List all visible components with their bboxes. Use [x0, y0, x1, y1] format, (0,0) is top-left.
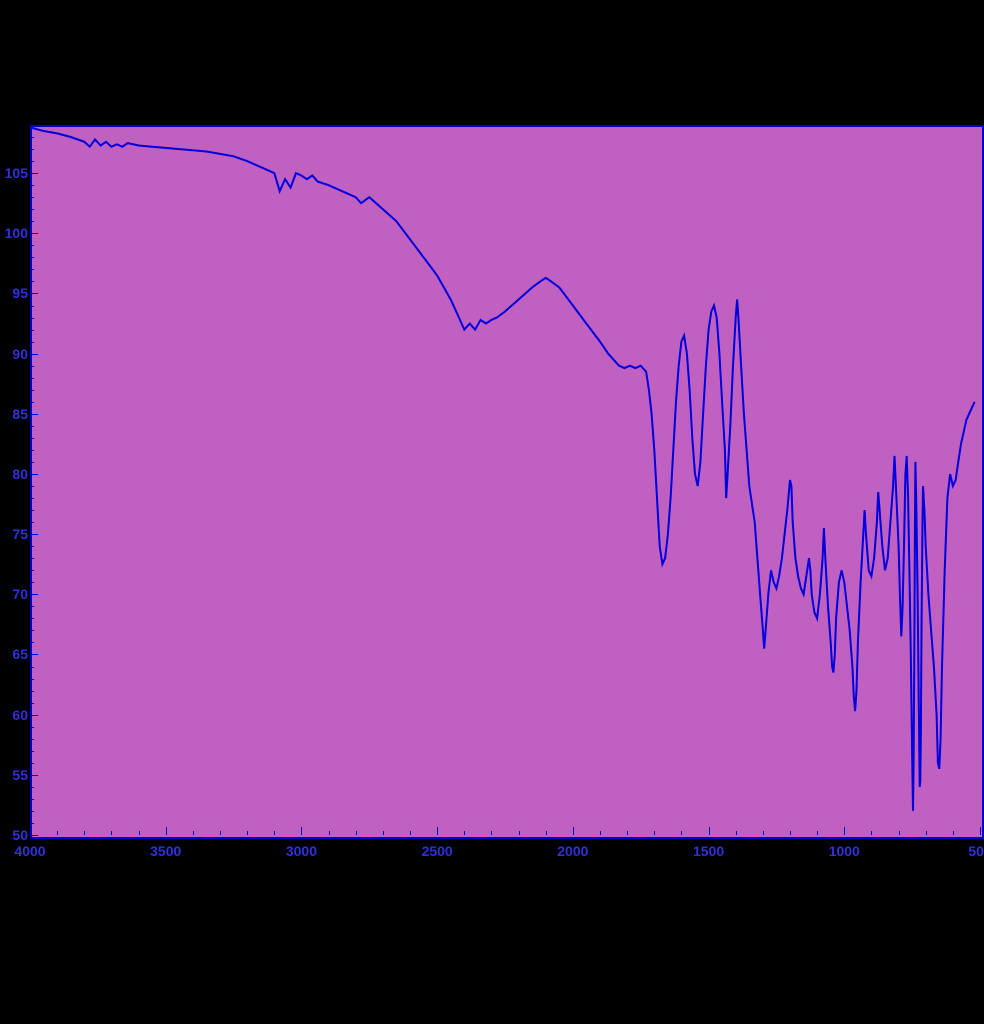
y-tick-label: 60 — [2, 707, 28, 723]
x-tick-label: 4000 — [5, 843, 55, 859]
y-tick-label: 75 — [2, 526, 28, 542]
x-tick-label: 500 — [955, 843, 984, 859]
x-tick-label: 1000 — [819, 843, 869, 859]
y-tick-label: 90 — [2, 346, 28, 362]
y-tick-label: 65 — [2, 646, 28, 662]
y-tick-label: 100 — [2, 225, 28, 241]
x-tick-label: 2500 — [412, 843, 462, 859]
y-tick-label: 50 — [2, 827, 28, 843]
y-tick-label: 55 — [2, 767, 28, 783]
x-tick-label: 1500 — [684, 843, 734, 859]
spectrum-line — [0, 125, 984, 865]
x-tick-label: 3500 — [141, 843, 191, 859]
y-tick-label: 80 — [2, 466, 28, 482]
ir-spectrum-chart: 50 55 60 65 70 75 80 85 90 95 100 105 4000 3500 3000 2… — [0, 125, 984, 865]
y-tick-label: 105 — [2, 165, 28, 181]
y-tick-label: 95 — [2, 285, 28, 301]
x-tick-label: 2000 — [548, 843, 598, 859]
y-tick-label: 70 — [2, 586, 28, 602]
y-tick-label: 85 — [2, 406, 28, 422]
x-tick-label: 3000 — [276, 843, 326, 859]
